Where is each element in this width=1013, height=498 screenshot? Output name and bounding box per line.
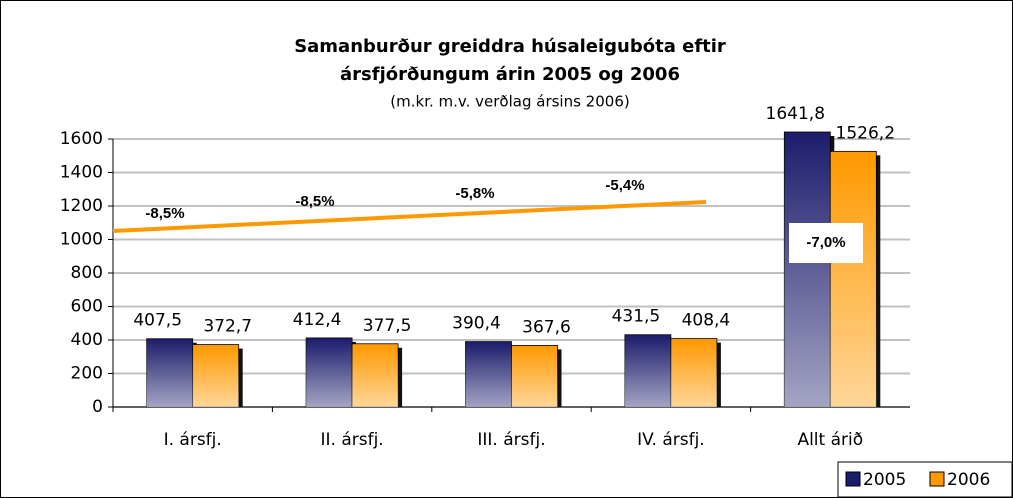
annotation: -5,4%	[605, 177, 644, 194]
bar-shade	[146, 338, 193, 407]
bar-shade	[465, 341, 512, 407]
bar-shade	[784, 131, 831, 407]
bar-shade	[192, 344, 239, 407]
data-label: 408,4	[682, 311, 731, 331]
data-label: 372,7	[203, 317, 252, 337]
bar-shade	[670, 338, 717, 407]
chart-subtitle: (m.kr. m.v. verðlag ársins 2006)	[390, 93, 629, 111]
annotation: -8,5%	[295, 193, 334, 210]
annotation: -5,8%	[455, 185, 494, 202]
bar-shade	[624, 334, 671, 407]
data-label: 377,5	[363, 316, 412, 336]
bar-shade	[511, 345, 558, 407]
annotation-box	[789, 223, 863, 263]
chart-title: Samanburður greiddra húsaleigubóta eftir	[294, 36, 726, 57]
y-tick-label: 400	[71, 330, 103, 350]
data-label: 1641,8	[766, 104, 825, 124]
y-tick-label: 200	[71, 364, 103, 384]
x-tick-label: I. ársfj.	[164, 430, 222, 450]
y-tick-label: 1400	[60, 163, 103, 183]
annotation: -7,0%	[806, 234, 845, 251]
x-tick-label: II. ársfj.	[320, 430, 383, 450]
y-tick-label: 1200	[60, 196, 103, 216]
data-label: 1526,2	[836, 123, 895, 143]
legend-box	[837, 461, 1013, 498]
data-label: 407,5	[133, 311, 182, 331]
data-label: 367,6	[522, 317, 571, 337]
y-tick-label: 0	[92, 397, 103, 417]
legend-label: 2006	[947, 470, 990, 490]
bar-shade	[306, 337, 353, 407]
y-tick-label: 1000	[60, 230, 103, 250]
legend-label: 2005	[863, 470, 906, 490]
legend-swatch	[845, 471, 861, 487]
data-label: 412,4	[293, 310, 342, 330]
trend-line	[112, 200, 707, 233]
x-tick-label: III. ársfj.	[477, 430, 545, 450]
bar-shade	[352, 343, 399, 407]
y-tick-label: 800	[71, 263, 103, 283]
x-tick-label: Allt árið	[797, 430, 863, 450]
y-tick-label: 600	[71, 297, 103, 317]
data-label: 390,4	[452, 314, 501, 334]
data-label: 431,5	[612, 307, 661, 327]
annotation: -8,5%	[145, 205, 184, 222]
chart-title: ársfjórðungum árin 2005 og 2006	[340, 64, 680, 85]
x-tick-label: IV. ársfj.	[637, 430, 705, 450]
legend-swatch	[929, 471, 945, 487]
bar-shade	[830, 151, 877, 407]
y-tick-label: 1600	[60, 129, 103, 149]
